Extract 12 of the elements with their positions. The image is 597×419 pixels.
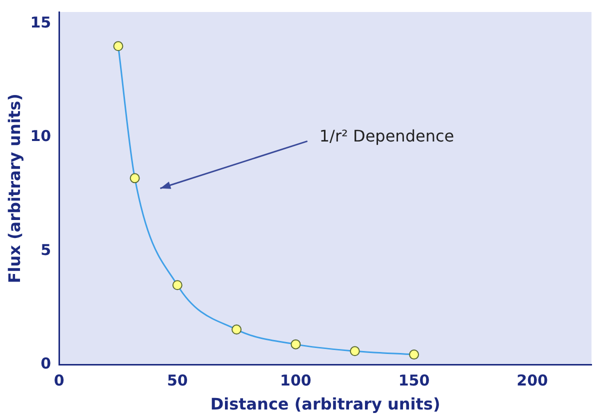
x-axis-title: Distance (arbitrary units) (210, 394, 440, 414)
x-tick-label: 50 (166, 372, 188, 390)
y-axis-title: Flux (arbitrary units) (4, 94, 24, 284)
x-tick-label: 150 (398, 372, 430, 390)
x-tick-label: 100 (280, 372, 312, 390)
x-tick-label: 0 (54, 372, 64, 390)
y-tick-label: 10 (30, 127, 52, 146)
y-tick-label: 0 (40, 354, 52, 373)
y-tick-label: 5 (40, 240, 52, 259)
y-tick-label: 15 (30, 13, 52, 32)
x-tick-label: 200 (516, 372, 548, 390)
annotation: 1/r² Dependence (319, 126, 454, 146)
